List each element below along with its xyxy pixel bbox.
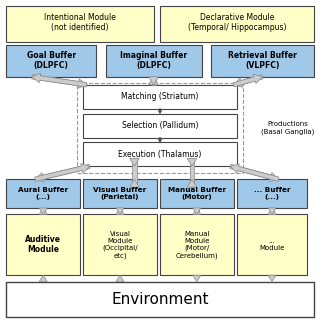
- Bar: [77, 83, 243, 173]
- Text: Selection (Pallidum): Selection (Pallidum): [122, 121, 198, 130]
- Text: Productions
(Basal Ganglia): Productions (Basal Ganglia): [261, 121, 315, 135]
- Bar: [41, 208, 45, 214]
- Bar: [106, 45, 202, 77]
- Text: Declarative Module
(Temporal/ Hippocampus): Declarative Module (Temporal/ Hippocampu…: [188, 12, 286, 32]
- FancyArrow shape: [130, 158, 139, 166]
- FancyArrow shape: [39, 275, 47, 282]
- Text: Aural Buffer
(...): Aural Buffer (...): [18, 187, 68, 200]
- FancyArrow shape: [230, 164, 278, 182]
- Bar: [237, 179, 307, 208]
- Bar: [211, 45, 314, 77]
- Text: Visual
Module
(Occipital/
etc): Visual Module (Occipital/ etc): [102, 231, 138, 259]
- Bar: [6, 179, 80, 208]
- FancyArrow shape: [193, 275, 201, 282]
- Bar: [83, 214, 157, 275]
- FancyArrow shape: [39, 208, 47, 214]
- Bar: [6, 6, 154, 42]
- Text: Auditive
Module: Auditive Module: [25, 235, 61, 254]
- FancyArrow shape: [35, 164, 90, 181]
- FancyArrow shape: [116, 208, 124, 214]
- FancyArrow shape: [268, 208, 276, 214]
- FancyArrow shape: [158, 109, 162, 114]
- FancyArrow shape: [39, 208, 47, 214]
- Text: Manual
Module
(Motor/
Cerebellum): Manual Module (Motor/ Cerebellum): [175, 231, 218, 259]
- Text: ... Buffer
(...): ... Buffer (...): [254, 187, 290, 200]
- Text: Retrieval Buffer
(VLPFC): Retrieval Buffer (VLPFC): [228, 51, 297, 70]
- Bar: [6, 45, 96, 77]
- Bar: [6, 214, 80, 275]
- FancyArrow shape: [234, 75, 263, 87]
- FancyArrow shape: [193, 208, 201, 214]
- Bar: [83, 179, 157, 208]
- FancyArrow shape: [230, 164, 279, 181]
- FancyArrow shape: [187, 158, 197, 166]
- FancyArrow shape: [130, 179, 139, 187]
- FancyArrow shape: [193, 208, 201, 214]
- FancyArrow shape: [116, 275, 124, 282]
- Text: Manual Buffer
(Motor): Manual Buffer (Motor): [168, 187, 226, 200]
- Text: Imaginal Buffer
(DLPFC): Imaginal Buffer (DLPFC): [120, 51, 187, 70]
- Text: Matching (Striatum): Matching (Striatum): [121, 92, 199, 101]
- Bar: [83, 114, 237, 138]
- FancyArrow shape: [268, 275, 276, 282]
- FancyArrow shape: [149, 77, 158, 85]
- FancyArrow shape: [32, 75, 86, 88]
- Text: ...
Module: ... Module: [259, 238, 285, 251]
- Text: Goal Buffer
(DLPFC): Goal Buffer (DLPFC): [27, 51, 76, 70]
- Bar: [270, 208, 274, 214]
- Text: Environment: Environment: [111, 292, 209, 307]
- Bar: [160, 179, 234, 208]
- Bar: [160, 6, 314, 42]
- FancyArrow shape: [268, 208, 276, 214]
- FancyArrow shape: [35, 164, 90, 182]
- FancyArrow shape: [187, 179, 197, 187]
- Bar: [190, 158, 194, 187]
- Text: Visual Buffer
(Parietal): Visual Buffer (Parietal): [93, 187, 147, 200]
- Bar: [118, 208, 122, 214]
- Bar: [83, 142, 237, 166]
- FancyArrow shape: [149, 77, 158, 85]
- Bar: [160, 214, 234, 275]
- FancyArrow shape: [158, 138, 162, 142]
- Text: Execution (Thalamus): Execution (Thalamus): [118, 150, 202, 159]
- Bar: [83, 85, 237, 109]
- Text: Intentional Module
(not identified): Intentional Module (not identified): [44, 12, 116, 32]
- FancyArrow shape: [116, 208, 124, 214]
- Bar: [195, 208, 199, 214]
- Bar: [6, 282, 314, 317]
- Bar: [151, 77, 156, 85]
- FancyArrow shape: [233, 74, 262, 87]
- Bar: [237, 214, 307, 275]
- Bar: [132, 158, 137, 187]
- FancyArrow shape: [32, 73, 87, 87]
